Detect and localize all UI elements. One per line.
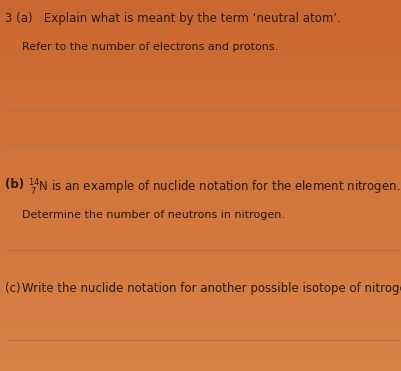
Bar: [0, 204, 401, 210]
Bar: [0, 179, 401, 186]
Bar: [0, 278, 401, 285]
Bar: [0, 136, 401, 142]
Bar: [0, 260, 401, 266]
Bar: [0, 12, 401, 19]
Bar: [0, 247, 401, 253]
Text: Refer to the number of electrons and protons.: Refer to the number of electrons and pro…: [22, 42, 278, 52]
Bar: [0, 43, 401, 49]
Text: $^{14}_{\ 7}$N is an example of nuclide notation for the element nitrogen.: $^{14}_{\ 7}$N is an example of nuclide …: [28, 178, 401, 198]
Bar: [0, 359, 401, 365]
Bar: [0, 37, 401, 43]
Bar: [0, 328, 401, 334]
Bar: [0, 105, 401, 111]
Text: (b): (b): [5, 178, 24, 191]
Bar: [0, 62, 401, 68]
Bar: [0, 297, 401, 303]
Bar: [0, 111, 401, 118]
Bar: [0, 161, 401, 167]
Bar: [0, 272, 401, 278]
Bar: [0, 192, 401, 198]
Bar: [0, 81, 401, 86]
Bar: [0, 253, 401, 260]
Text: 3 (a)   Explain what is meant by the term ‘neutral atom’.: 3 (a) Explain what is meant by the term …: [5, 12, 341, 25]
Bar: [0, 167, 401, 173]
Text: Determine the number of neutrons in nitrogen.: Determine the number of neutrons in nitr…: [22, 210, 285, 220]
Text: (c): (c): [5, 282, 20, 295]
Bar: [0, 25, 401, 31]
Text: Write the nuclide notation for another possible isotope of nitrogen.: Write the nuclide notation for another p…: [22, 282, 401, 295]
Bar: [0, 216, 401, 223]
Bar: [0, 56, 401, 62]
Bar: [0, 6, 401, 12]
Bar: [0, 19, 401, 25]
Bar: [0, 148, 401, 155]
Bar: [0, 241, 401, 247]
Bar: [0, 124, 401, 130]
Bar: [0, 290, 401, 297]
Bar: [0, 229, 401, 235]
Bar: [0, 352, 401, 359]
Bar: [0, 155, 401, 161]
Bar: [0, 31, 401, 37]
Bar: [0, 99, 401, 105]
Bar: [0, 365, 401, 371]
Bar: [0, 285, 401, 290]
Bar: [0, 173, 401, 179]
Bar: [0, 223, 401, 229]
Bar: [0, 322, 401, 328]
Bar: [0, 74, 401, 81]
Bar: [0, 130, 401, 136]
Bar: [0, 68, 401, 74]
Bar: [0, 0, 401, 6]
Bar: [0, 186, 401, 192]
Bar: [0, 315, 401, 322]
Bar: [0, 210, 401, 216]
Bar: [0, 334, 401, 340]
Bar: [0, 118, 401, 124]
Bar: [0, 266, 401, 272]
Bar: [0, 198, 401, 204]
Bar: [0, 86, 401, 93]
Bar: [0, 235, 401, 241]
Bar: [0, 93, 401, 99]
Bar: [0, 49, 401, 56]
Bar: [0, 309, 401, 315]
Bar: [0, 303, 401, 309]
Bar: [0, 340, 401, 346]
Bar: [0, 142, 401, 148]
Bar: [0, 346, 401, 352]
